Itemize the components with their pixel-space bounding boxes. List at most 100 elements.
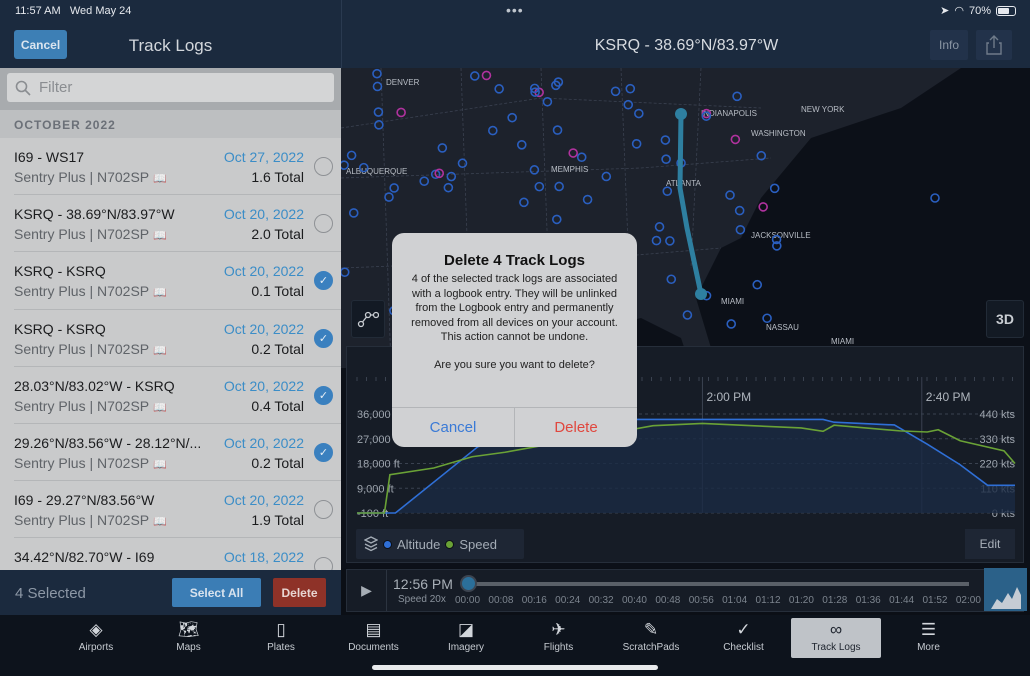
track-log-list: I69 - WS17 Sentry Plus | N702SP 📖 Oct 27,… [0,138,341,596]
row-date: Oct 20, 2022 [223,320,304,337]
timeline-tick: 00:56 [688,595,714,606]
airport-ring [348,208,359,218]
unchecked-checkbox[interactable] [314,157,333,176]
airport-ring [771,234,782,245]
airport-ring [372,68,382,79]
airport-ring [666,274,677,285]
airport-ring [384,192,394,202]
playback-speed[interactable]: Speed 20x [398,594,446,605]
airport-ring [701,111,712,121]
route-end-marker [695,288,707,300]
airport-ring [443,182,454,193]
checked-checkbox[interactable]: ✓ [314,271,333,291]
profile-view-button[interactable] [984,568,1027,611]
multitasking-dots-icon[interactable]: ••• [506,2,524,18]
row-title: KSRQ - KSRQ [14,263,106,280]
track-log-row[interactable]: 29.26°N/83.56°W - 28.12°N/... Sentry Plu… [14,424,341,482]
route-start-marker [675,108,687,120]
row-subtitle: Sentry Plus | N702SP 📖 [14,455,167,471]
airport-icon [494,84,504,94]
route-button[interactable] [351,300,385,338]
checked-checkbox[interactable]: ✓ [314,328,333,348]
airport-icon [529,83,540,94]
tab-maps[interactable]: 🗺 Maps [144,618,234,658]
play-button[interactable]: ▶ [347,570,387,611]
tab-flights[interactable]: ✈ Flights [514,618,604,658]
track-log-row[interactable]: 34.42°N/82.70°W - I69 Oct 18, 2022 [14,538,341,596]
tab-track-logs[interactable]: ∞ Track Logs [791,618,881,658]
cancel-button[interactable]: Cancel [14,30,67,59]
tab-checklist[interactable]: ✓ Checklist [699,618,789,658]
track-log-row[interactable]: KSRQ - 38.69°N/83.97°W Sentry Plus | N70… [14,195,341,253]
timeline-thumb[interactable] [460,575,477,592]
track-log-row[interactable]: I69 - 29.27°N/83.56°W Sentry Plus | N702… [14,481,341,539]
airport-icon [530,87,540,97]
city-label: MIAMI [721,297,744,306]
track-log-row[interactable]: I69 - WS17 Sentry Plus | N702SP 📖 Oct 27,… [14,138,341,196]
track-log-row[interactable]: KSRQ - KSRQ Sentry Plus | N702SP 📖 Oct 20… [14,252,341,310]
airport-ring [516,139,527,150]
airport-ring [735,224,746,235]
dialog-delete-button[interactable]: Delete [554,419,598,436]
delete-button[interactable]: Delete [273,578,326,607]
airport-icon [623,99,634,110]
airport-ring [374,120,384,130]
tab-plates[interactable]: ▯ Plates [236,618,326,658]
track-log-row[interactable]: 28.03°N/83.02°W - KSRQ Sentry Plus | N70… [14,367,341,424]
state-border [341,157,772,179]
filter-placeholder: Filter [39,79,73,96]
edit-chart-button[interactable]: Edit [965,529,1015,559]
airport-icon [752,279,763,290]
filter-input[interactable]: Filter [7,73,334,102]
airport-icon [374,120,384,130]
share-button[interactable] [976,30,1012,60]
track-log-row[interactable]: KSRQ - KSRQ Sentry Plus | N702SP 📖 Oct 20… [14,310,341,367]
x-tick-label: 2:40 PM [926,390,971,404]
checked-checkbox[interactable]: ✓ [314,385,333,405]
unchecked-checkbox[interactable] [314,214,333,234]
airport-icon [701,111,712,121]
row-subtitle: Sentry Plus | N702SP 📖 [14,169,167,185]
documents-icon: ▤ [365,620,382,639]
info-button[interactable]: Info [930,30,968,60]
airport-icon [507,112,517,123]
wifi-icon: ◠ [954,5,964,17]
track-route [677,111,704,297]
airport-icon [726,319,737,329]
city-label: DENVER [386,78,420,87]
heliport-icon [568,148,578,158]
timeline-tick: 00:00 [455,595,481,606]
city-label: NEW YORK [801,105,845,114]
chart-legend[interactable]: Altitude Speed [356,529,524,559]
airport-ring [507,112,517,123]
checked-checkbox[interactable]: ✓ [314,442,333,462]
select-all-button[interactable]: Select All [172,578,261,607]
3d-button[interactable]: 3D [986,300,1024,338]
tab-airports[interactable]: ◈ Airports [51,618,141,658]
dialog-cancel-button[interactable]: Cancel [392,408,515,447]
share-icon [986,35,1002,55]
tab-more[interactable]: ☰ More [884,618,974,658]
filter-bar: Filter [0,68,341,110]
airport-ring [725,190,735,200]
airport-ring [346,150,357,161]
airport-icon: ◈ [89,620,103,639]
airport-ring [519,197,529,208]
airport-ring [682,310,693,320]
section-header: OCTOBER 2022 [0,110,341,138]
tab-imagery[interactable]: ◪ Imagery [421,618,511,658]
logbook-icon: 📖 [153,516,167,529]
airport-ring [568,148,578,158]
tab-label: Plates [267,642,295,653]
timeline-slider[interactable] [469,582,969,586]
row-subtitle: Sentry Plus | N702SP 📖 [14,512,167,528]
row-device: Sentry Plus | N702SP [14,512,150,529]
city-label: ALBUQUERQUE [346,167,407,176]
heliport-icon [730,134,741,145]
row-date: Oct 20, 2022 [223,492,304,509]
tab-scratchpads[interactable]: ✎ ScratchPads [606,618,696,658]
unchecked-checkbox[interactable] [314,500,333,520]
airport-icon [551,214,562,225]
current-time: 12:56 PM [393,576,453,592]
tab-documents[interactable]: ▤ Documents [329,618,419,658]
